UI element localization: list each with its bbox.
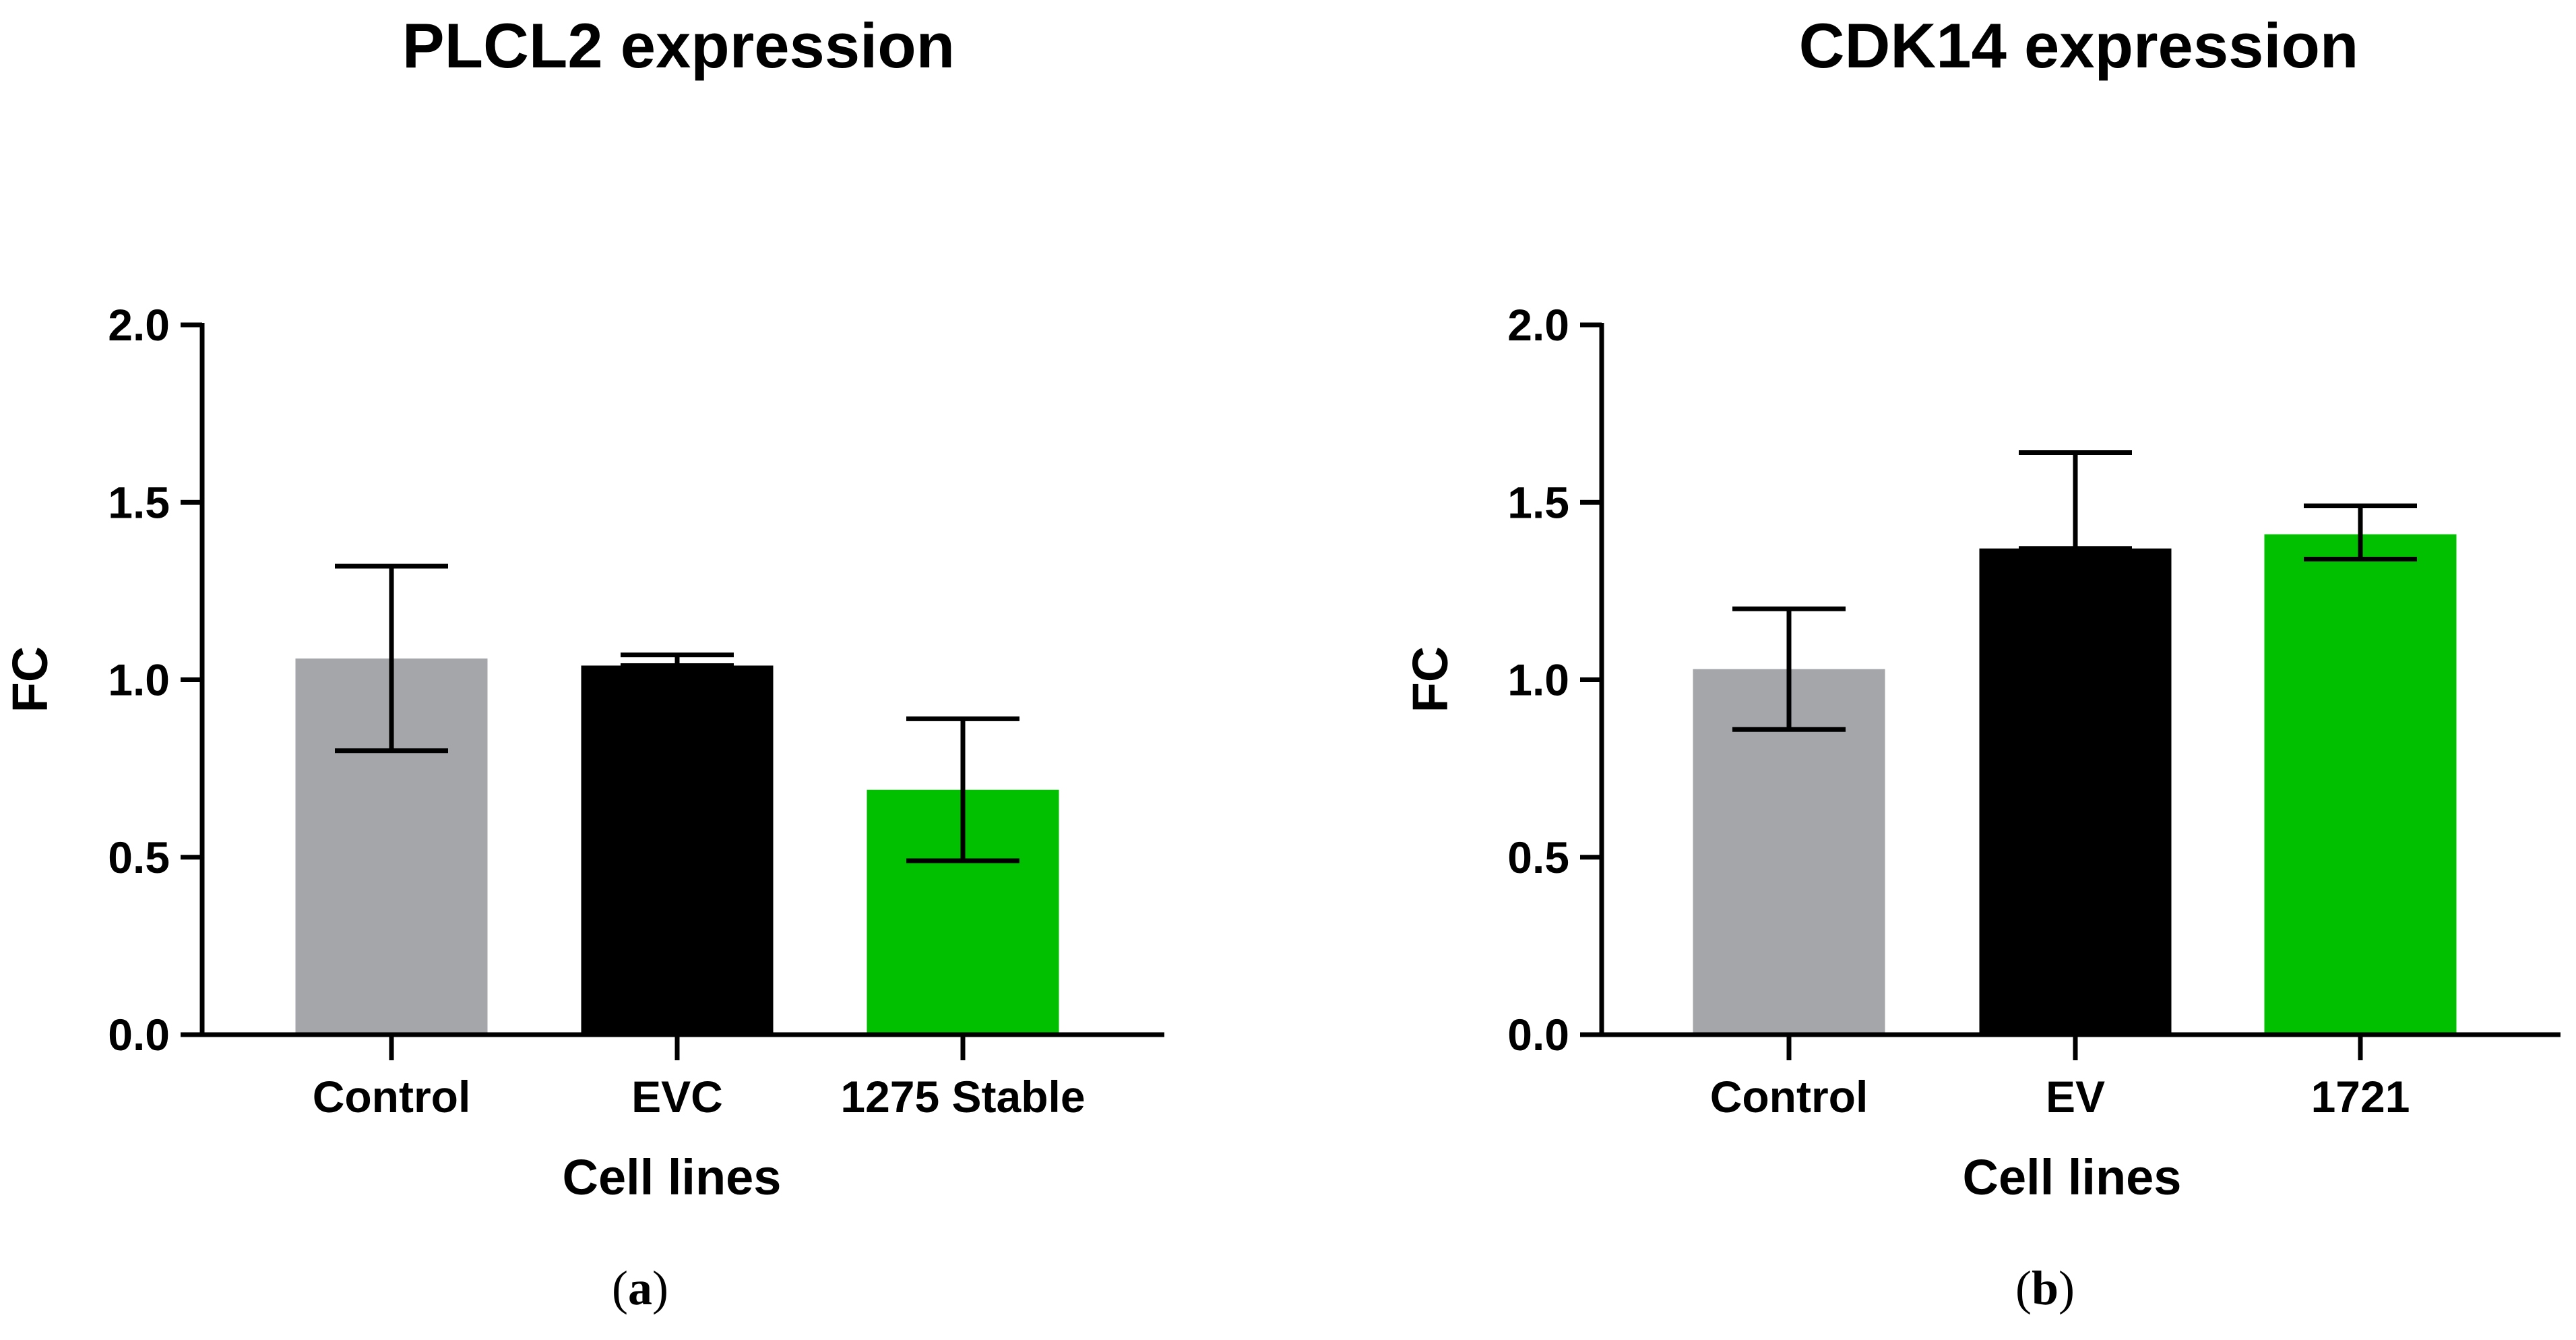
error-bar — [2019, 450, 2132, 551]
error-bar — [906, 716, 1019, 863]
bar-ev — [1979, 548, 2172, 1035]
panel-label-open-paren: ( — [2015, 1261, 2032, 1315]
chart-panel-a: PLCL2 expression 0.0 0.5 1.0 1.5 2.0 Control EV… — [2, 10, 1164, 1315]
panel-label-close-paren: ) — [652, 1261, 668, 1315]
x-axis-title: Cell lines — [1963, 1149, 2182, 1205]
panel-label: (b) — [2015, 1261, 2075, 1315]
y-tick-label: 2.0 — [1507, 300, 1569, 350]
bar-evc — [581, 665, 774, 1035]
error-bar — [2304, 504, 2417, 561]
y-tick-label: 0.0 — [1507, 1010, 1569, 1060]
panel-label-letter: b — [2032, 1261, 2059, 1315]
x-tick-label: Control — [313, 1072, 471, 1122]
x-tick-label: Control — [1710, 1072, 1868, 1122]
y-tick-label: 1.0 — [108, 655, 170, 705]
y-axis-title: FC — [2, 646, 58, 713]
y-tick-label: 1.5 — [108, 477, 170, 527]
error-bar — [1732, 606, 1846, 732]
x-tick-label: EV — [2046, 1072, 2105, 1122]
panel-label-close-paren: ) — [2059, 1261, 2075, 1315]
panel-label-letter: a — [628, 1261, 652, 1315]
bar-1721 — [2264, 534, 2457, 1035]
x-tick-label: 1721 — [2311, 1072, 2410, 1122]
chart-panel-b: CDK14 expression 0.0 0.5 1.0 1.5 2.0 Control EV… — [1402, 10, 2561, 1315]
y-axis-title: FC — [1402, 646, 1458, 713]
error-bar — [335, 564, 448, 754]
x-axis-title: Cell lines — [563, 1149, 782, 1205]
y-tick-label: 0.5 — [108, 832, 170, 882]
x-tick-label: EVC — [631, 1072, 723, 1122]
panel-label-open-paren: ( — [612, 1261, 628, 1315]
chart-title: PLCL2 expression — [402, 10, 955, 81]
y-tick-label: 1.0 — [1507, 655, 1569, 705]
error-bar — [621, 652, 734, 668]
y-tick-label: 0.0 — [108, 1010, 170, 1060]
y-tick-label: 2.0 — [108, 300, 170, 350]
y-tick-label: 1.5 — [1507, 477, 1569, 527]
chart-title: CDK14 expression — [1799, 10, 2359, 81]
x-tick-label: 1275 Stable — [840, 1072, 1085, 1122]
y-tick-label: 0.5 — [1507, 832, 1569, 882]
panel-label: (a) — [612, 1261, 668, 1315]
